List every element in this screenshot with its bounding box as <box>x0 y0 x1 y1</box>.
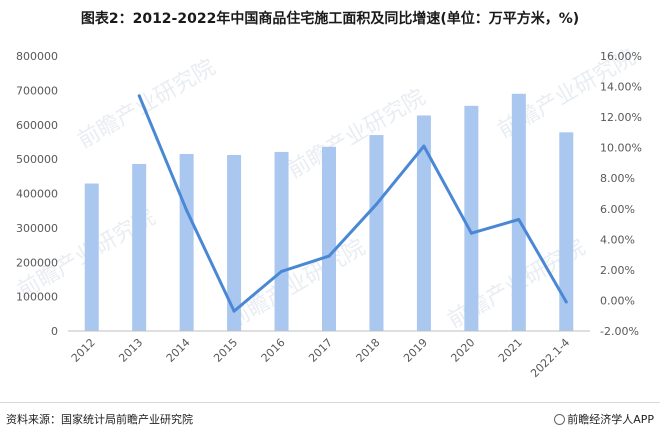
right-axis-ticks: -2.00% 0.00% 2.00% 4.00% 6.00% 8.00% 10.00% 12.… <box>600 50 642 338</box>
x-tick-label: 2022.1-4 <box>528 336 572 380</box>
right-tick-label: 12.00% <box>600 111 642 124</box>
watermark-text: 前瞻产业研究院 <box>284 85 430 184</box>
line-point-2018 <box>374 202 378 206</box>
right-tick-label: 0.00% <box>600 294 635 307</box>
x-tick-label: 2019 <box>401 336 430 365</box>
left-tick-label: 600000 <box>16 119 58 132</box>
line-series <box>137 94 568 313</box>
right-tick-label: 2.00% <box>600 264 635 277</box>
chart-title: 图表2：2012-2022年中国商品住宅施工面积及同比增速(单位：万平方米，%) <box>80 11 580 27</box>
bar-2019 <box>416 115 431 331</box>
bar-2020 <box>464 105 479 331</box>
line-point-2021 <box>517 217 521 221</box>
bar-2012 <box>84 183 99 331</box>
growth-rate-line <box>137 95 568 313</box>
watermark-text: 前瞻产业研究院 <box>74 55 220 154</box>
left-tick-label: 500000 <box>16 153 58 166</box>
left-tick-label: 700000 <box>16 84 58 97</box>
left-tick-label: 200000 <box>16 256 58 269</box>
right-tick-label: 10.00% <box>600 142 642 155</box>
line-point-2015 <box>232 309 236 313</box>
right-tick-label: 8.00% <box>600 172 635 185</box>
x-tick-label: 2018 <box>354 336 383 365</box>
line-point-2016 <box>280 269 284 273</box>
bar-2017 <box>322 146 336 331</box>
left-tick-label: 300000 <box>16 222 58 235</box>
bar-2014 <box>179 153 194 331</box>
left-tick-label: 0 <box>51 325 58 338</box>
x-tick-label: 2013 <box>116 336 145 365</box>
left-tick-label: 400000 <box>16 188 58 201</box>
brand-text: 前瞻经济学人APP <box>567 413 654 426</box>
brand-logo-icon <box>554 414 566 425</box>
right-tick-label: 6.00% <box>600 203 635 216</box>
bar-series <box>84 93 574 331</box>
line-point-2019 <box>422 144 426 148</box>
bar-2022.1-4 <box>559 132 574 331</box>
line-point-2014 <box>185 208 189 212</box>
line-point-2022.1-4 <box>564 300 568 304</box>
x-tick-label: 2016 <box>259 336 288 365</box>
left-tick-label: 100000 <box>16 291 58 304</box>
right-tick-label: 16.00% <box>600 50 642 63</box>
right-tick-label: -2.00% <box>600 325 639 338</box>
x-tick-label: 2021 <box>496 336 525 365</box>
x-tick-label: 2014 <box>164 336 193 365</box>
watermark-text: 前瞻产业研究院 <box>224 235 370 334</box>
bar-2016 <box>274 151 289 331</box>
bar-2021 <box>511 93 526 331</box>
bar-2018 <box>369 135 384 331</box>
x-tick-label: 2015 <box>211 336 240 365</box>
bar-2013 <box>132 163 147 331</box>
source-note: 资料来源：国家统计局前瞻产业研究院 <box>6 413 193 426</box>
left-axis-ticks: 0 100000 200000 300000 400000 500000 600000 700… <box>16 50 58 338</box>
brand-credit: 前瞻经济学人APP <box>554 411 654 427</box>
footer: 资料来源：国家统计局前瞻产业研究院 前瞻经济学人APP <box>0 402 660 433</box>
x-tick-label: 2020 <box>448 336 477 365</box>
right-tick-label: 4.00% <box>600 233 635 246</box>
x-axis-ticks: 2012 2013 2014 2015 2016 2017 2018 2019 2020 2021… <box>69 336 573 380</box>
chart-area: 前瞻产业研究院前瞻产业研究院前瞻产业研究院前瞻产业研究院前瞻产业研究院前瞻产业研… <box>14 45 642 380</box>
line-point-2017 <box>327 254 331 258</box>
line-point-2020 <box>469 231 473 235</box>
right-tick-label: 14.00% <box>600 81 642 94</box>
line-point-2013 <box>137 94 141 98</box>
x-tick-label: 2017 <box>306 336 335 365</box>
bar-2015 <box>227 155 242 331</box>
left-tick-label: 800000 <box>16 50 58 63</box>
x-tick-label: 2012 <box>69 336 98 365</box>
